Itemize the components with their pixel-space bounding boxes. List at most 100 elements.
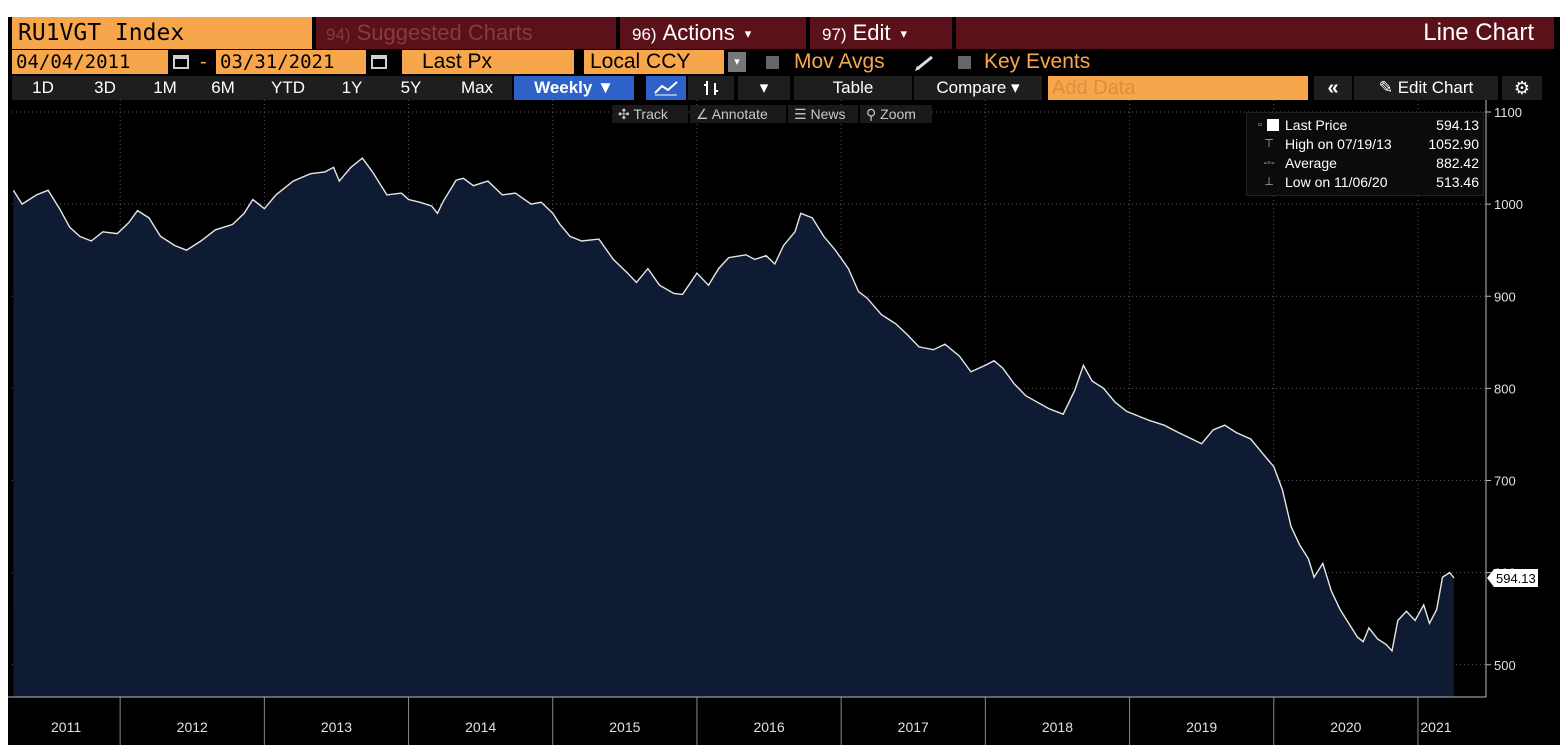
frequency-select[interactable]: Weekly ▼ xyxy=(514,76,634,100)
period-6m-button[interactable]: 6M xyxy=(194,76,252,100)
edit-number: 97) xyxy=(822,25,847,44)
period-1y-button[interactable]: 1Y xyxy=(324,76,380,100)
news-label: News xyxy=(810,106,846,122)
chevron-down-icon: ▼ xyxy=(597,78,614,97)
annotate-label: Annotate xyxy=(711,106,768,122)
suggested-charts-number: 94) xyxy=(326,25,351,44)
area-fill xyxy=(13,158,1454,698)
y-tick-label: 900 xyxy=(1494,289,1516,304)
line-chart-icon[interactable] xyxy=(646,76,686,100)
y-tick-label: 800 xyxy=(1494,381,1516,396)
legend-bracket-icon: ▫ xyxy=(1258,119,1262,131)
x-tick-label: 2012 xyxy=(177,719,208,735)
price-field-select[interactable]: Last Px xyxy=(402,50,574,74)
legend-high: ⊤ High on 07/19/13 1052.90 xyxy=(1255,135,1479,154)
edit-chart-label: Edit Chart xyxy=(1397,78,1474,97)
suggested-charts-label: Suggested Charts xyxy=(356,20,533,45)
average-marker-icon: -◦- xyxy=(1263,157,1275,169)
last-price-tag-label: 594.13 xyxy=(1496,571,1536,586)
high-value: 1052.90 xyxy=(1428,136,1479,152)
zoom-button[interactable]: ⚲ Zoom xyxy=(860,105,932,123)
period-max-button[interactable]: Max xyxy=(442,76,512,100)
legend-low: ⊥ Low on 11/06/20 513.46 xyxy=(1255,173,1479,192)
period-3d-button[interactable]: 3D xyxy=(74,76,136,100)
gear-icon[interactable]: ⚙ xyxy=(1502,76,1542,100)
edit-label: Edit xyxy=(852,20,891,45)
news-button[interactable]: ☰ News xyxy=(788,105,858,123)
x-tick-label: 2017 xyxy=(898,719,929,735)
y-axis: 50060070080090010001100594.13 xyxy=(1485,100,1538,697)
chevron-down-icon: ▾ xyxy=(744,26,752,42)
mov-avgs-checkbox[interactable] xyxy=(766,56,779,69)
last-price-swatch-icon xyxy=(1267,119,1279,131)
start-date-field[interactable]: 04/04/2011 xyxy=(12,50,168,74)
last-price-tag xyxy=(1487,569,1538,588)
x-tick-label: 2016 xyxy=(753,719,784,735)
top-command-bar: RU1VGT Index 94) Suggested Charts 96) Acti… xyxy=(8,17,1560,49)
x-tick-label: 2014 xyxy=(465,719,496,735)
currency-select[interactable]: Local CCY xyxy=(584,50,724,74)
last-price-value: 594.13 xyxy=(1436,117,1479,133)
area-series xyxy=(12,157,1455,698)
average-label: Average xyxy=(1285,155,1337,171)
table-button[interactable]: Table xyxy=(794,76,912,100)
low-label: Low on 11/06/20 xyxy=(1285,174,1388,190)
key-events-checkbox[interactable] xyxy=(958,56,971,69)
x-tick-label: 2020 xyxy=(1330,719,1361,735)
chart-area[interactable]: 50060070080090010001100594.13 2011201220… xyxy=(8,100,1560,745)
mov-avgs-label: Mov Avgs xyxy=(794,50,885,73)
bloomberg-chart-window: RU1VGT Index 94) Suggested Charts 96) Acti… xyxy=(8,17,1560,745)
pencil-icon[interactable] xyxy=(914,54,936,72)
key-events-label: Key Events xyxy=(984,50,1091,73)
average-value: 882.42 xyxy=(1436,155,1479,171)
calendar-icon[interactable] xyxy=(173,55,189,69)
x-axis: 2011 2012 2013 2014 2015 2016 2017 2018 2019 2020… xyxy=(8,696,1486,745)
high-marker-icon: ⊤ xyxy=(1264,138,1274,150)
last-price-label: Last Price xyxy=(1285,117,1348,133)
x-tick-label: 2021 xyxy=(1420,719,1451,735)
period-ytd-button[interactable]: YTD xyxy=(252,76,324,100)
actions-menu-button[interactable]: 96) Actions ▾ xyxy=(620,17,806,49)
annotate-icon: ∠ xyxy=(696,106,709,122)
period-1m-button[interactable]: 1M xyxy=(136,76,194,100)
frequency-label: Weekly xyxy=(534,78,593,97)
add-data-input[interactable]: Add Data xyxy=(1048,76,1308,100)
calendar-icon[interactable] xyxy=(371,55,387,69)
chevron-down-icon[interactable]: ▾ xyxy=(728,52,746,72)
actions-label: Actions xyxy=(662,20,735,45)
suggested-charts-button[interactable]: 94) Suggested Charts xyxy=(316,17,616,49)
price-line xyxy=(12,157,1455,653)
news-icon: ☰ xyxy=(794,106,807,122)
crosshair-icon: ✣ xyxy=(618,106,630,122)
end-date-field[interactable]: 03/31/2021 xyxy=(216,50,366,74)
track-button[interactable]: ✣ Track xyxy=(612,105,688,123)
chart-toolbar: 1D 3D 1M 6M YTD 1Y 5Y Max Weekly ▼ ▾ Tab… xyxy=(8,76,1560,100)
legend-last-price: ▫ Last Price 594.13 xyxy=(1255,116,1479,135)
x-tick-label: 2011 xyxy=(51,719,81,735)
x-tick-label: 2013 xyxy=(321,719,352,735)
chart-legend[interactable]: ▫ Last Price 594.13 ⊤ High on 07/19/13 1… xyxy=(1246,112,1484,196)
annotate-button[interactable]: ∠ Annotate xyxy=(690,105,786,123)
edit-chart-button[interactable]: ✎ Edit Chart xyxy=(1354,76,1498,100)
bar-chart-icon[interactable] xyxy=(688,76,734,100)
y-tick-label: 1100 xyxy=(1494,105,1522,120)
chart-type-chevron-down-icon[interactable]: ▾ xyxy=(738,76,790,100)
high-label: High on 07/19/13 xyxy=(1285,136,1392,152)
legend-average: -◦- Average 882.42 xyxy=(1255,154,1479,173)
actions-number: 96) xyxy=(632,25,657,44)
y-tick-label: 1000 xyxy=(1494,197,1523,212)
date-separator: - xyxy=(200,51,207,73)
compare-button[interactable]: Compare ▾ xyxy=(914,76,1042,100)
low-value: 513.46 xyxy=(1436,174,1479,190)
period-1d-button[interactable]: 1D xyxy=(12,76,74,100)
period-5y-button[interactable]: 5Y xyxy=(380,76,442,100)
edit-menu-button[interactable]: 97) Edit ▾ xyxy=(810,17,952,49)
chevron-down-icon: ▾ xyxy=(1011,78,1020,97)
x-tick-label: 2019 xyxy=(1186,719,1217,735)
x-tick-label: 2015 xyxy=(609,719,640,735)
magnifier-icon: ⚲ xyxy=(866,106,877,122)
compare-label: Compare xyxy=(936,78,1007,97)
ticker-field[interactable]: RU1VGT Index xyxy=(12,17,312,49)
collapse-double-chevron-icon[interactable]: « xyxy=(1314,76,1352,100)
date-range-bar: 04/04/2011 - 03/31/2021 Last Px Local CC… xyxy=(8,50,1560,74)
